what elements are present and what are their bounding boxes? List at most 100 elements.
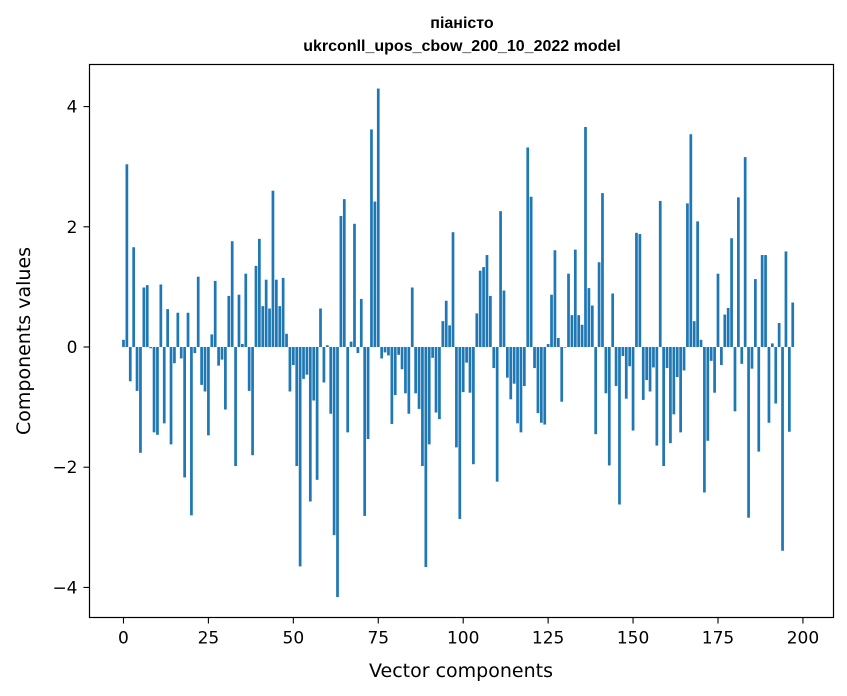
bar-component-179: [730, 238, 733, 348]
bar-component-168: [692, 321, 696, 348]
bar-component-59: [322, 347, 326, 383]
bar-component-28: [217, 347, 220, 366]
bar-component-136: [584, 127, 587, 348]
bar-component-116: [516, 347, 519, 424]
bar-component-113: [506, 347, 509, 378]
bar-component-32: [230, 241, 234, 348]
bar-component-157: [655, 347, 659, 446]
bar-component-66: [346, 347, 350, 433]
bar-component-33: [234, 347, 237, 467]
bar-component-19: [186, 312, 190, 348]
bar-component-193: [777, 322, 781, 348]
bar-component-17: [179, 347, 183, 359]
bar-component-161: [669, 347, 672, 444]
bar-component-43: [268, 308, 271, 348]
bar-component-48: [285, 333, 288, 348]
bar-component-88: [421, 347, 424, 467]
bar-component-152: [638, 234, 642, 348]
bar-component-109: [492, 347, 496, 369]
x-tick-label: 0: [118, 629, 129, 649]
bar-component-158: [658, 200, 662, 348]
bar-component-37: [247, 347, 251, 391]
bar-component-128: [556, 337, 560, 348]
x-axis-label: Vector components: [369, 660, 553, 682]
bar-component-46: [278, 306, 282, 348]
bar-component-105: [478, 270, 482, 348]
bar-component-103: [472, 347, 475, 465]
bar-component-145: [614, 347, 618, 387]
x-tick-label: 200: [787, 629, 819, 649]
bar-component-38: [251, 347, 254, 456]
bar-component-30: [224, 347, 227, 410]
bar-component-99: [458, 347, 462, 519]
bar-component-3: [132, 247, 136, 348]
bar-component-111: [499, 211, 502, 348]
bar-component-177: [723, 314, 727, 348]
x-tick-label: 175: [702, 629, 734, 649]
bar-component-6: [142, 287, 146, 348]
bar-component-41: [261, 306, 265, 348]
bar-component-18: [183, 347, 186, 478]
bar-component-129: [560, 347, 564, 402]
bar-component-114: [509, 347, 513, 400]
y-tick-label: 4: [67, 98, 78, 118]
bar-component-130: [563, 347, 567, 348]
bar-component-79: [390, 347, 394, 424]
bar-component-83: [404, 347, 407, 394]
bar-component-173: [709, 347, 713, 361]
bar-component-140: [597, 262, 601, 348]
bar-component-95: [444, 300, 448, 348]
bar-component-187: [757, 347, 761, 452]
bar-series: [122, 88, 795, 598]
bar-component-123: [539, 347, 543, 423]
bar-component-50: [291, 347, 295, 366]
bar-component-47: [281, 277, 285, 348]
bar-component-51: [295, 347, 299, 467]
bar-component-44: [271, 190, 275, 348]
bar-component-20: [190, 347, 193, 516]
bar-component-7: [145, 285, 149, 348]
bar-component-180: [733, 347, 737, 412]
bar-component-101: [465, 347, 468, 363]
bar-component-78: [387, 347, 390, 356]
bar-component-142: [604, 347, 608, 394]
bar-component-67: [349, 341, 353, 348]
bar-component-42: [264, 279, 268, 348]
bar-component-146: [618, 347, 621, 505]
bar-component-73: [370, 129, 373, 348]
bar-component-89: [424, 347, 428, 568]
bar-component-63: [336, 347, 339, 598]
y-axis-ticks: −4 −2 0 2 4: [52, 98, 90, 598]
bar-component-22: [196, 276, 200, 348]
bar-component-137: [587, 288, 591, 348]
bar-component-53: [302, 347, 305, 379]
bar-component-106: [482, 267, 485, 348]
bar-component-29: [220, 347, 224, 360]
bar-component-75: [376, 88, 380, 348]
bar-component-72: [366, 347, 370, 439]
plot-frame: [88, 63, 835, 619]
bar-component-13: [166, 309, 169, 348]
bar-component-21: [193, 347, 197, 354]
y-tick-label: −2: [52, 458, 77, 478]
bar-component-172: [706, 347, 710, 441]
bar-component-34: [237, 294, 241, 348]
x-tick-label: 50: [283, 629, 305, 649]
bar-component-55: [308, 347, 312, 502]
bar-component-159: [662, 347, 665, 467]
y-tick-label: −4: [52, 578, 77, 598]
bar-component-124: [543, 347, 547, 425]
bar-component-144: [611, 293, 615, 348]
bar-component-98: [455, 347, 458, 448]
bar-component-0: [122, 339, 125, 348]
bar-component-58: [319, 308, 322, 348]
bar-component-85: [410, 287, 414, 348]
bar-component-153: [641, 347, 645, 400]
bar-component-92: [434, 347, 438, 413]
bar-component-194: [781, 347, 784, 551]
bar-component-5: [139, 347, 142, 453]
bar-component-164: [679, 347, 682, 433]
bar-component-169: [696, 221, 699, 348]
bar-component-110: [495, 347, 499, 482]
bar-component-162: [672, 347, 676, 415]
